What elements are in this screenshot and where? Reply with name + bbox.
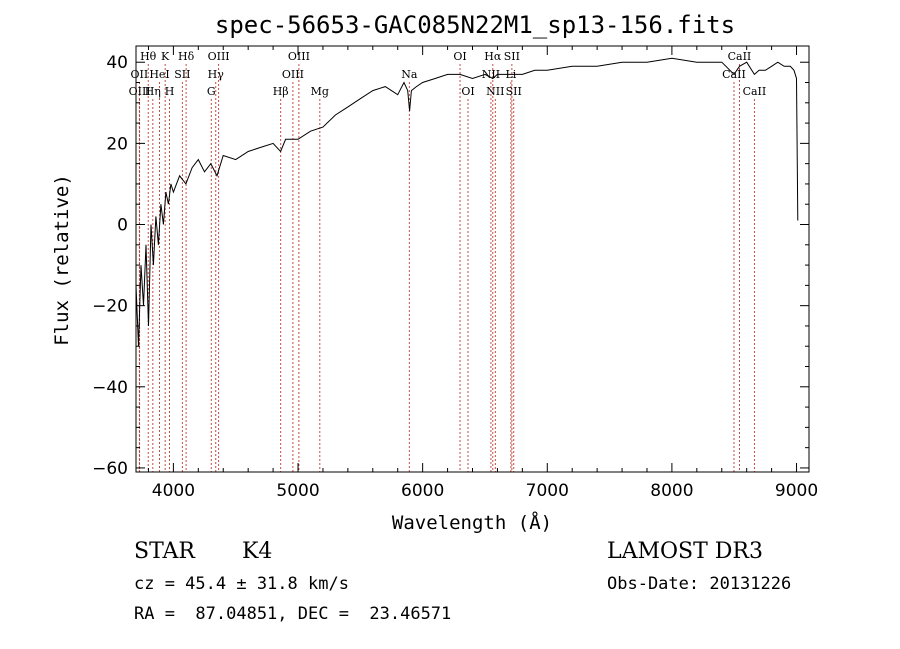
spectral-line-label: OIII [288,50,310,63]
x-tick-label: 9000 [775,481,818,501]
spectral-line-label: Na [401,68,418,81]
spectral-line-label: SII [506,85,522,98]
spectral-line-label: Hβ [273,85,289,98]
spectral-line-label: G [207,85,216,98]
chart-title: spec-56653-GAC085N22M1_sp13-156.fits [215,11,735,39]
spectral-line-label: NII [486,85,504,98]
spectral-line-label: K [161,50,170,63]
spectral-line-label: OI [453,50,466,63]
y-tick-label: 20 [106,134,128,154]
y-tick-label: −40 [92,378,128,398]
axis-ticks: 4000 5000 6000 7000 8000 9000 −60 −40 −20 0 20 40 [92,46,818,501]
x-tick-label: 4000 [152,481,195,501]
sky-coordinates: RA = 87.04851, DEC = 23.46571 [134,604,452,624]
spectral-line-label: H [165,85,175,98]
spectral-line-label: OIII [129,85,151,98]
spectral-line-label: HeI [149,68,169,81]
spectral-line-markers [138,64,755,472]
object-subclass: K4 [242,539,273,564]
observation-date: Obs-Date: 20131226 [607,574,792,594]
spectral-line-label: OIII [282,68,304,81]
spectral-line-label: Hδ [178,50,195,63]
spectral-line-label: OIII [208,50,230,63]
x-tick-label: 6000 [401,481,444,501]
spectral-line-label: Li [505,68,516,81]
flux-series-line [135,57,799,347]
spectral-line-labels: Hθ OII OIII K Hδ HeI SII Hη H OIII Hγ G OIII OIII Hβ Mg… [129,50,767,98]
y-tick-label: 0 [117,216,128,236]
x-axis-label: Wavelength (Å) [392,511,552,534]
spectral-line-label: NII [482,68,500,81]
spectral-line-label: Hγ [208,68,225,81]
plot-frame [135,45,810,473]
redshift-velocity: cz = 45.4 ± 31.8 km/s [134,574,349,594]
y-tick-label: 40 [106,53,128,73]
x-tick-label: 8000 [650,481,693,501]
spectral-line-label: SII [504,50,520,63]
spectral-line-label: Hα [484,50,502,63]
spectral-line-label: Mg [311,85,329,98]
spectral-line-label: CaII [743,85,767,98]
spectral-line-label: OII [131,68,149,81]
object-class: STAR [134,539,195,564]
spectral-line-label: OI [461,85,474,98]
spectral-line-label: Hθ [140,50,157,63]
y-tick-label: −20 [92,297,128,317]
spectral-line-label: CaII [722,68,746,81]
x-tick-label: 5000 [276,481,319,501]
spectral-line-label: Hη [145,85,161,98]
spectral-line-label: SII [174,68,190,81]
y-axis-label: Flux (relative) [51,174,73,346]
spectral-line-label: CaII [728,50,752,63]
survey-release: LAMOST DR3 [607,539,763,564]
x-tick-label: 7000 [526,481,569,501]
y-tick-label: −60 [92,459,128,479]
